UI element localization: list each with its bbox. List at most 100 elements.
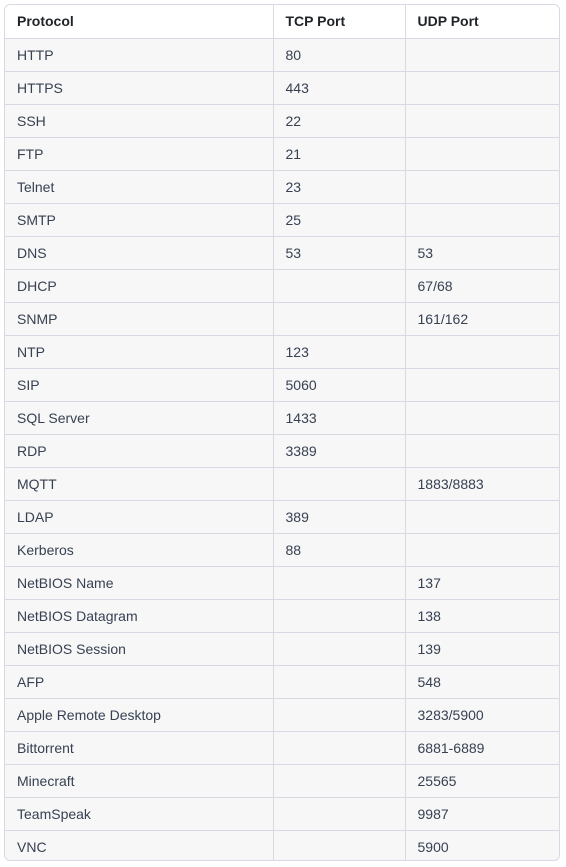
cell-tcp-port: 5060 [273, 368, 406, 402]
cell-tcp-port [273, 599, 406, 633]
cell-tcp-port: 80 [273, 38, 406, 72]
header-row: Protocol TCP Port UDP Port [5, 5, 559, 39]
cell-udp-port [405, 203, 559, 237]
cell-protocol: HTTP [5, 38, 274, 72]
cell-tcp-port: 389 [273, 500, 406, 534]
table-row: NetBIOS Name 137 [5, 566, 559, 600]
cell-udp-port: 25565 [405, 764, 559, 798]
cell-udp-port [405, 104, 559, 138]
cell-protocol: HTTPS [5, 71, 274, 105]
cell-udp-port [405, 533, 559, 567]
table-row: NetBIOS Datagram 138 [5, 599, 559, 633]
cell-udp-port [405, 71, 559, 105]
cell-udp-port: 5900 [417, 838, 449, 855]
cell-udp-port: 9987 [405, 797, 559, 831]
cell-udp-port [405, 38, 559, 72]
cell-protocol: NetBIOS Datagram [5, 599, 274, 633]
cell-udp-port: 67/68 [405, 269, 559, 303]
cell-udp-port: 1883/8883 [405, 467, 559, 501]
cell-tcp-port [273, 632, 406, 666]
table-row: SNMP 161/162 [5, 302, 559, 336]
table-row: FTP 21 [5, 137, 559, 171]
cell-tcp-port [273, 830, 406, 860]
cell-udp-port [405, 335, 559, 369]
table-row: DNS 53 53 [5, 236, 559, 270]
cell-protocol: DNS [5, 236, 274, 270]
cell-protocol: LDAP [5, 500, 274, 534]
table-header: Protocol TCP Port UDP Port [5, 5, 559, 39]
table-row: NTP 123 [5, 335, 559, 369]
cell-protocol: SMTP [5, 203, 274, 237]
header-protocol: Protocol [5, 5, 274, 39]
cell-protocol: SNMP [5, 302, 274, 336]
table-row: Bittorrent 6881-6889 [5, 731, 559, 765]
cell-udp-port [405, 170, 559, 204]
cell-tcp-port: 25 [273, 203, 406, 237]
table-row: Minecraft 25565 [5, 764, 559, 798]
cell-protocol: Telnet [5, 170, 274, 204]
cell-udp-port [405, 368, 559, 402]
cell-tcp-port: 123 [273, 335, 406, 369]
cell-tcp-port: 3389 [273, 434, 406, 468]
table-body: HTTP 80 HTTPS 443 SSH 22 FTP 21 Telnet 23 SMTP 25 DN… [5, 38, 559, 860]
table-row: LDAP 389 [5, 500, 559, 534]
cell-tcp-port: 88 [273, 533, 406, 567]
cell-tcp-port [273, 797, 406, 831]
cell-tcp-port [273, 302, 406, 336]
table-row: RDP 3389 [5, 434, 559, 468]
header-tcp-port: TCP Port [273, 5, 406, 39]
cell-tcp-port [273, 764, 406, 798]
cell-udp-port [405, 500, 559, 534]
table-row: MQTT 1883/8883 [5, 467, 559, 501]
table-row: HTTPS 443 [5, 71, 559, 105]
cell-protocol: SSH [5, 104, 274, 138]
cell-protocol: Apple Remote Desktop [5, 698, 274, 732]
cell-tcp-port [273, 698, 406, 732]
table-row: HTTP 80 [5, 38, 559, 72]
cell-tcp-port [273, 731, 406, 765]
cell-udp-port [405, 401, 559, 435]
cell-tcp-port: 53 [273, 236, 406, 270]
cell-udp-port: 138 [405, 599, 559, 633]
cell-protocol: MQTT [5, 467, 274, 501]
cell-udp-port: 3283/5900 [405, 698, 559, 732]
cell-udp-port: 137 [405, 566, 559, 600]
cell-protocol: DHCP [5, 269, 274, 303]
cell-udp-port: 548 [405, 665, 559, 699]
table-row: DHCP 67/68 [5, 269, 559, 303]
header-udp-port: UDP Port [405, 5, 559, 39]
table-row: NetBIOS Session 139 [5, 632, 559, 666]
cell-udp-port [405, 434, 559, 468]
table-row: AFP 548 [5, 665, 559, 699]
ports-table: Protocol TCP Port UDP Port HTTP 80 HTTPS 44… [5, 5, 559, 860]
cell-protocol: SQL Server [5, 401, 274, 435]
cell-tcp-port: 23 [273, 170, 406, 204]
cell-protocol: FTP [5, 137, 274, 171]
table-row: SSH 22 [5, 104, 559, 138]
cell-tcp-port [273, 269, 406, 303]
cell-protocol: VNC [5, 830, 274, 860]
cell-protocol: NTP [5, 335, 274, 369]
cell-udp-port [405, 137, 559, 171]
cell-protocol: RDP [5, 434, 274, 468]
table-row: Kerberos 88 [5, 533, 559, 567]
cell-protocol: TeamSpeak [5, 797, 274, 831]
cell-protocol: Minecraft [5, 764, 274, 798]
cell-udp-port: 6881-6889 [405, 731, 559, 765]
cell-udp-port: 53 [405, 236, 559, 270]
cell-tcp-port [273, 467, 406, 501]
table-row: Apple Remote Desktop 3283/5900 [5, 698, 559, 732]
cell-tcp-port [273, 566, 406, 600]
cell-protocol: NetBIOS Session [5, 632, 274, 666]
cell-tcp-port: 1433 [273, 401, 406, 435]
cell-protocol: SIP [5, 368, 274, 402]
cell-tcp-port: 443 [273, 71, 406, 105]
cell-protocol: NetBIOS Name [5, 566, 274, 600]
table-row: SQL Server 1433 [5, 401, 559, 435]
cell-protocol: Bittorrent [5, 731, 274, 765]
cell-protocol: Kerberos [5, 533, 274, 567]
ports-table-container: Protocol TCP Port UDP Port HTTP 80 HTTPS 44… [4, 4, 560, 861]
cell-protocol: AFP [5, 665, 274, 699]
table-row: VNC 5900 [5, 830, 559, 860]
table-row: Telnet 23 [5, 170, 559, 204]
